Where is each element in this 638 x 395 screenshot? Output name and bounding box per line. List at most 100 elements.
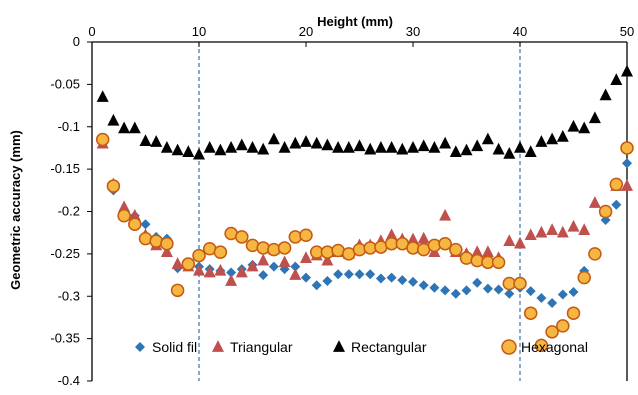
x-tick-label: 0	[88, 24, 95, 39]
data-point-hexagonal	[534, 338, 549, 353]
y-axis-title: Geometric accuracy (mm)	[8, 130, 23, 290]
data-point-solid-fil	[504, 288, 515, 299]
x-tick-label: 50	[620, 24, 634, 39]
data-point-triangular	[535, 225, 548, 238]
data-point-solid-fil	[268, 261, 279, 272]
data-point-triangular	[246, 259, 259, 272]
data-point-triangular	[524, 228, 537, 241]
data-point-hexagonal	[609, 177, 624, 192]
data-point-hexagonal	[128, 217, 142, 231]
data-point-triangular	[118, 200, 131, 213]
y-tick-label: -0.2	[58, 204, 80, 219]
y-tick-label: -0.35	[50, 331, 80, 346]
data-point-rectangular	[417, 139, 430, 152]
data-point-rectangular	[107, 113, 120, 126]
data-point-solid-fil	[525, 286, 536, 297]
plot-area: 0 10 20 30 40 50 0 -0.05 -0.1 -0.15 -0.2 -0.25 -0.3 -…	[50, 24, 634, 388]
data-point-rectangular	[289, 136, 302, 149]
data-point-hexagonal	[160, 236, 174, 251]
data-point-hexagonal	[299, 228, 313, 242]
legend-label-triangular: Triangular	[230, 339, 293, 355]
data-point-rectangular	[160, 141, 173, 153]
data-point-rectangular	[588, 111, 601, 124]
data-point-rectangular	[257, 142, 270, 155]
data-point-rectangular	[407, 141, 419, 153]
data-point-hexagonal	[181, 257, 196, 271]
y-tick-label: -0.15	[50, 161, 80, 176]
data-point-solid-fil	[258, 270, 269, 281]
data-point-hexagonal	[491, 255, 506, 270]
data-point-rectangular	[578, 121, 591, 134]
data-point-rectangular	[374, 141, 387, 153]
data-point-triangular	[417, 231, 430, 244]
data-point-solid-fil	[611, 199, 622, 210]
legend-label-solid-fil: Solid fil	[152, 339, 197, 355]
data-point-triangular	[193, 263, 205, 276]
data-point-hexagonal	[577, 270, 591, 285]
y-tick-label: -0.25	[50, 246, 80, 261]
data-point-triangular	[503, 234, 516, 246]
data-point-triangular	[278, 255, 291, 268]
data-point-rectangular	[267, 132, 280, 145]
data-point-triangular	[621, 179, 633, 191]
data-point-hexagonal	[556, 319, 570, 333]
data-point-triangular	[203, 265, 216, 278]
data-point-hexagonal	[277, 241, 292, 255]
data-point-solid-fil	[375, 273, 386, 284]
data-point-hexagonal	[449, 242, 463, 257]
data-point-rectangular	[449, 145, 462, 158]
data-point-hexagonal	[438, 236, 452, 251]
data-point-rectangular	[128, 121, 141, 134]
data-point-triangular	[300, 251, 312, 263]
data-point-rectangular	[364, 142, 377, 155]
data-point-solid-fil	[322, 275, 333, 286]
data-point-solid-fil	[450, 288, 461, 299]
data-point-triangular	[214, 263, 227, 276]
data-point-rectangular	[514, 141, 526, 153]
legend-marker-solid-fil	[135, 342, 145, 352]
x-tick-label: 20	[299, 24, 313, 39]
data-point-solid-fil	[547, 298, 558, 309]
data-point-triangular	[128, 208, 141, 221]
data-point-triangular	[471, 245, 484, 258]
data-point-rectangular	[535, 135, 548, 147]
data-point-rectangular	[193, 147, 205, 160]
data-point-hexagonal	[117, 208, 131, 223]
x-tick-label: 30	[406, 24, 420, 39]
data-point-solid-fil	[140, 219, 151, 230]
data-point-rectangular	[214, 143, 227, 156]
data-point-hexagonal	[170, 283, 185, 298]
data-point-solid-fil	[461, 285, 472, 296]
data-point-rectangular	[385, 141, 398, 153]
data-point-hexagonal	[566, 306, 581, 320]
data-point-hexagonal	[523, 306, 538, 320]
data-point-hexagonal	[213, 245, 228, 259]
data-point-rectangular	[492, 142, 505, 155]
data-point-triangular	[481, 245, 494, 258]
data-point-triangular	[321, 253, 334, 266]
data-point-rectangular	[396, 142, 409, 155]
legend-marker-triangular	[212, 340, 224, 352]
data-point-triangular	[385, 228, 398, 241]
x-tick-label: 40	[513, 24, 527, 39]
data-point-solid-fil	[386, 272, 397, 283]
data-point-solid-fil	[493, 284, 504, 295]
data-point-solid-fil	[290, 261, 301, 272]
data-point-solid-fil	[354, 269, 365, 280]
data-point-hexagonal	[620, 141, 634, 155]
data-point-rectangular	[460, 143, 473, 156]
data-point-triangular	[160, 245, 173, 258]
data-point-solid-fil	[226, 267, 237, 278]
data-point-rectangular	[556, 130, 569, 142]
data-point-rectangular	[567, 119, 580, 132]
data-point-rectangular	[139, 134, 152, 146]
data-point-rectangular	[439, 136, 452, 149]
data-point-triangular	[439, 208, 452, 221]
data-point-rectangular	[546, 132, 559, 145]
data-point-solid-fil	[311, 280, 322, 291]
data-point-triangular	[567, 219, 580, 232]
data-point-hexagonal	[513, 276, 527, 291]
legend-marker-hexagonal	[501, 339, 517, 355]
